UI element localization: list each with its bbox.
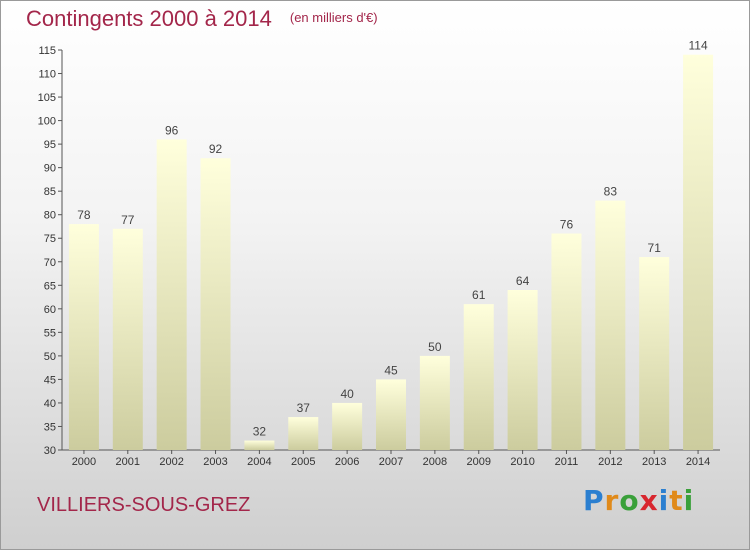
chart-subtitle: (en milliers d'€) — [289, 10, 378, 25]
logo-letter: P — [583, 484, 605, 517]
x-tick-label: 2005 — [291, 456, 315, 468]
value-label: 50 — [428, 340, 442, 354]
x-tick-label: 2007 — [379, 456, 403, 468]
x-tick-label: 2001 — [116, 456, 140, 468]
x-tick-label: 2008 — [423, 456, 447, 468]
bar — [683, 54, 714, 451]
bars — [68, 54, 714, 451]
bar — [639, 257, 670, 450]
value-label: 32 — [253, 425, 267, 439]
value-label: 64 — [516, 274, 530, 288]
y-tick-label: 40 — [44, 398, 56, 410]
y-tick-label: 105 — [38, 92, 56, 104]
x-tick-label: 2013 — [642, 456, 666, 468]
logo-letter: i — [658, 484, 670, 517]
x-tick-label: 2011 — [555, 456, 579, 468]
y-tick-label: 110 — [38, 69, 56, 81]
bar — [551, 233, 582, 450]
bar — [68, 224, 99, 450]
value-label: 37 — [297, 401, 311, 415]
y-tick-label: 100 — [38, 116, 56, 128]
bar — [332, 402, 363, 450]
labels: 78 77 96 92 32 37 40 45 50 61 64 76 83 71 114 — [77, 39, 708, 439]
bar — [507, 290, 538, 450]
y-tick-label: 55 — [44, 327, 56, 339]
value-label: 76 — [560, 218, 574, 232]
bar — [200, 158, 231, 450]
y-tick-label: 65 — [44, 280, 56, 292]
logo-letter: i — [683, 484, 695, 517]
y-tick-label: 85 — [44, 186, 56, 198]
x-tick-label: 2014 — [686, 456, 710, 468]
value-label: 78 — [77, 208, 91, 222]
logo-letter: o — [619, 484, 640, 517]
value-label: 61 — [472, 288, 486, 302]
y-tick-label: 90 — [44, 163, 56, 175]
bar — [244, 440, 275, 450]
value-label: 83 — [604, 185, 618, 199]
y-tick-label: 115 — [38, 45, 56, 57]
bar — [112, 228, 143, 450]
y-tick-label: 60 — [44, 304, 56, 316]
x-tick-label: 2000 — [72, 456, 96, 468]
chart-title-text: Contingents 2000 à 2014 — [26, 6, 272, 31]
bar — [463, 304, 494, 450]
value-label: 45 — [384, 363, 398, 377]
value-label: 40 — [340, 387, 354, 401]
y-tick-label: 95 — [44, 139, 56, 151]
bar — [419, 355, 450, 450]
proxiti-logo: Proxiti — [583, 484, 694, 517]
value-label: 114 — [688, 39, 707, 53]
y-tick-label: 80 — [44, 210, 56, 222]
x-tick-label: 2003 — [203, 456, 227, 468]
value-label: 77 — [121, 213, 135, 227]
commune-name: VILLIERS-SOUS-GREZ — [37, 494, 251, 516]
x-tick-label: 2002 — [159, 456, 183, 468]
value-label: 92 — [209, 142, 223, 156]
bar — [595, 200, 626, 450]
y-tick-label: 35 — [44, 421, 56, 433]
x-tick-label: 2012 — [598, 456, 622, 468]
x-tick-label: 2009 — [466, 456, 490, 468]
y-tick-label: 30 — [44, 445, 56, 457]
x-tick-label: 2004 — [247, 456, 271, 468]
y-tick-label: 50 — [44, 351, 56, 363]
logo-letter: x — [639, 484, 659, 517]
chart-title: Contingents 2000 à 2014 (en milliers d'€) — [26, 6, 378, 32]
y-tick-label: 75 — [44, 233, 56, 245]
bar — [288, 417, 319, 450]
y-tick-label: 45 — [44, 374, 56, 386]
x-tick-label: 2006 — [335, 456, 359, 468]
logo-letter: r — [604, 484, 620, 517]
bar — [156, 139, 187, 451]
bar — [376, 379, 406, 450]
x-tick-label: 2010 — [510, 456, 534, 468]
value-label: 96 — [165, 123, 179, 137]
value-label: 71 — [648, 241, 662, 255]
logo-letter: t — [669, 484, 684, 517]
y-tick-label: 70 — [44, 257, 56, 269]
